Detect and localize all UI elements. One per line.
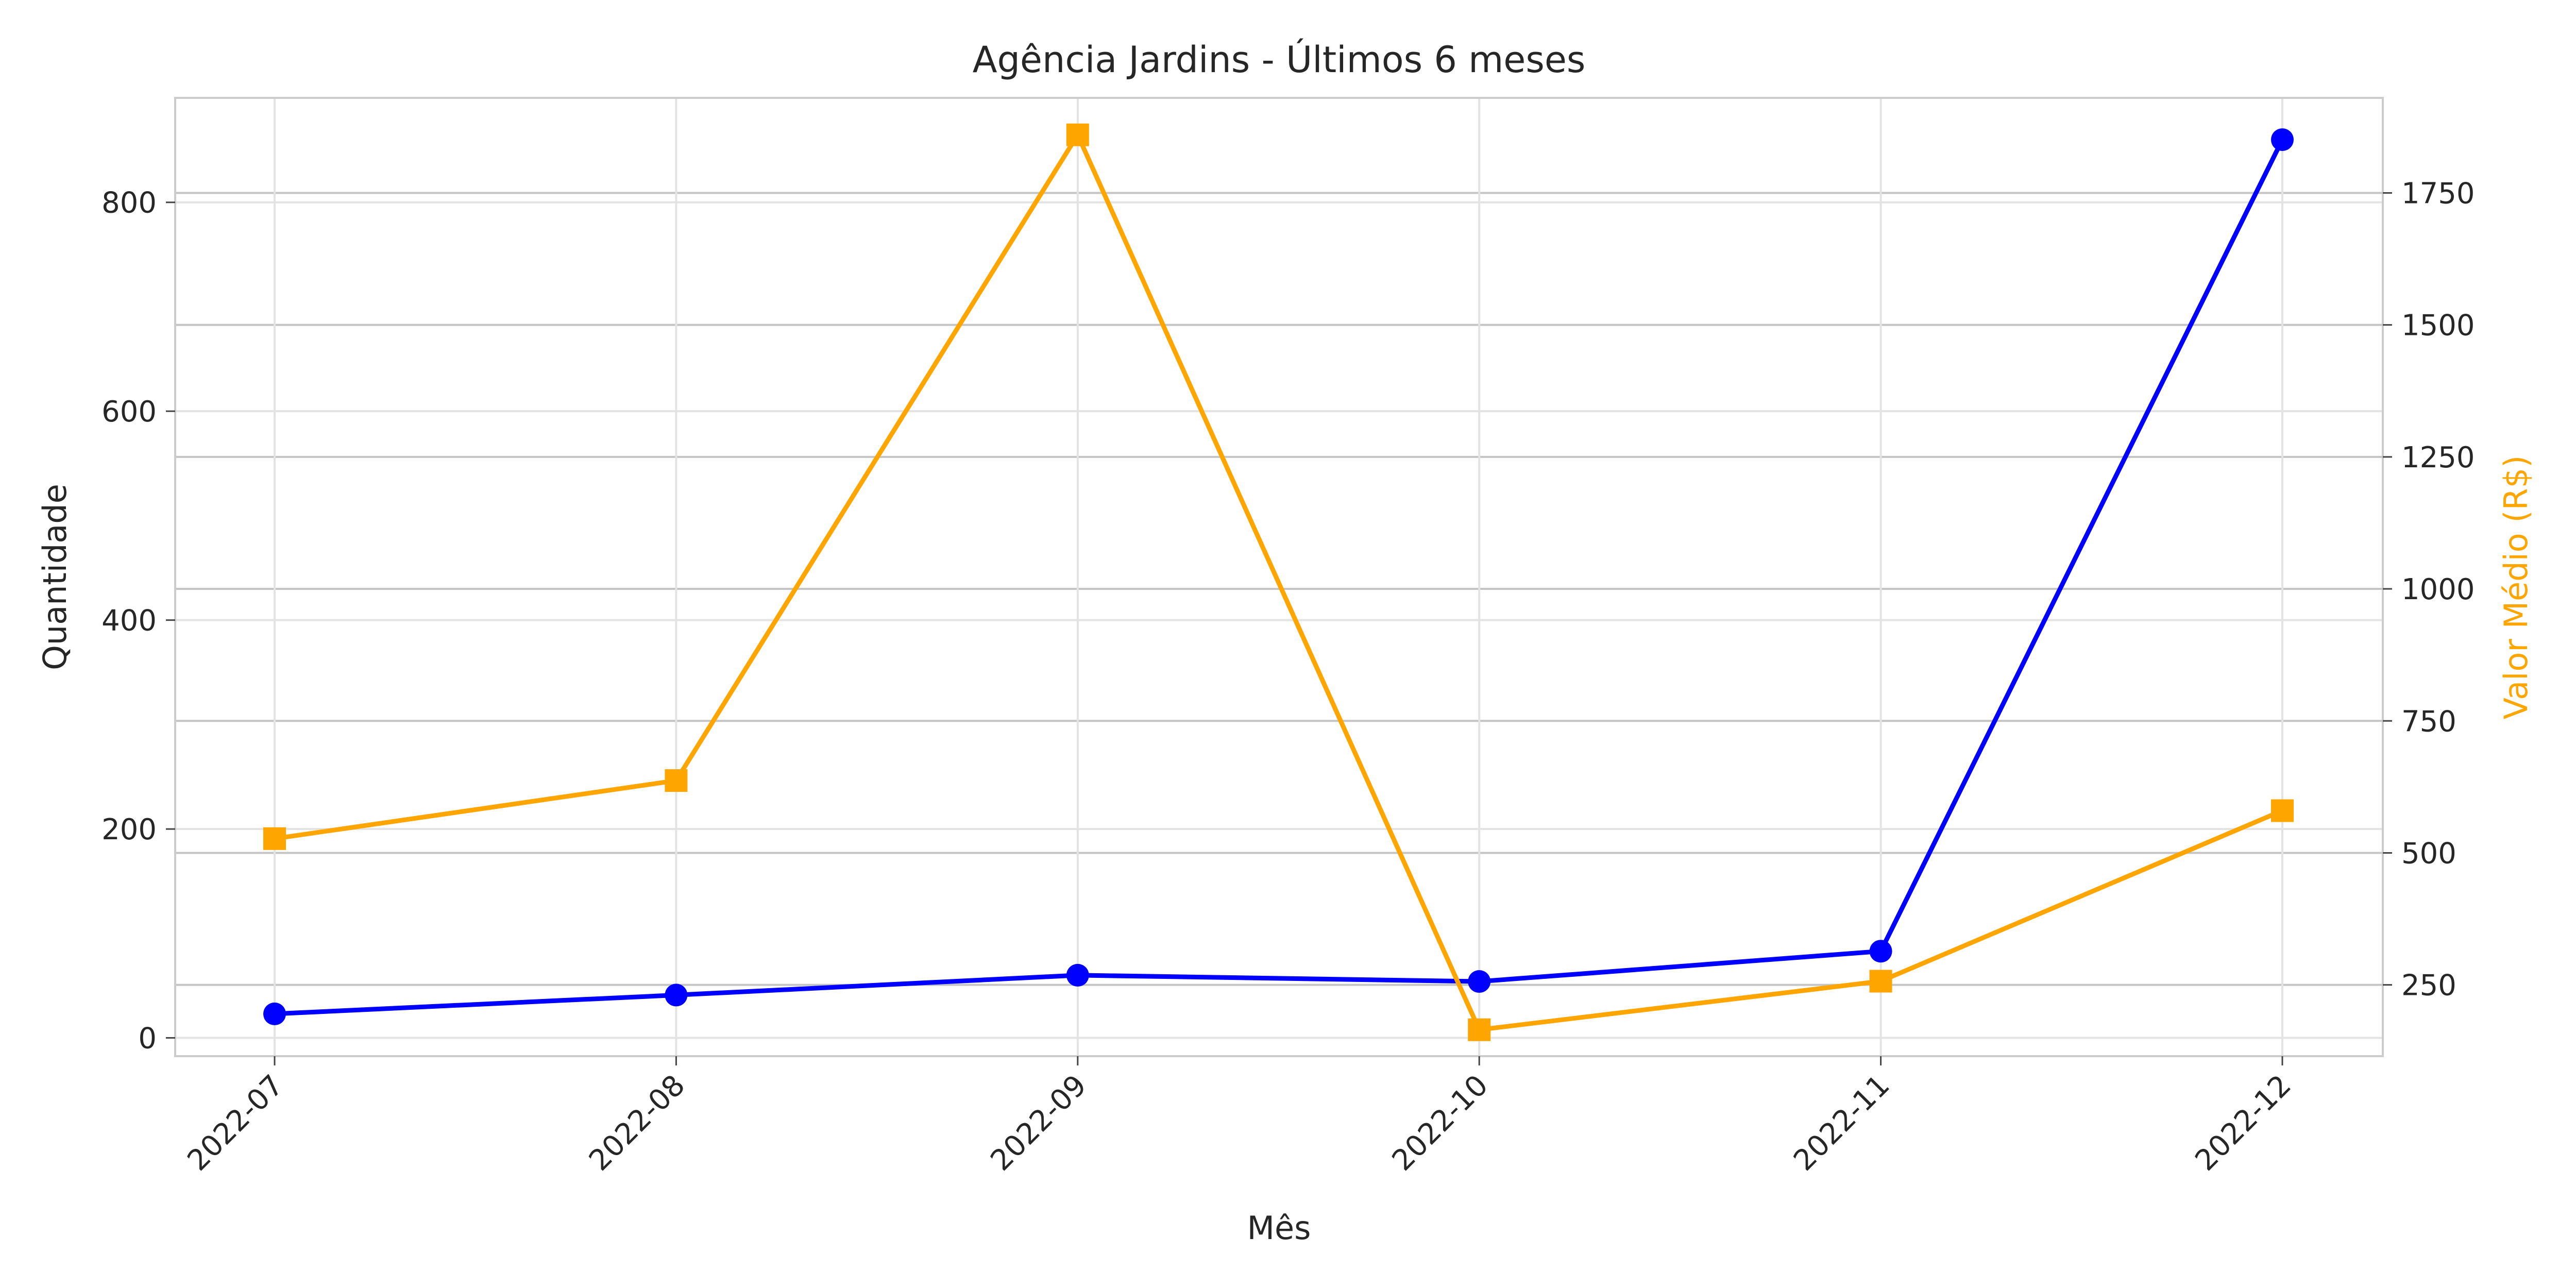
series-2-point xyxy=(263,827,286,850)
left-axis-label: Quantidade xyxy=(36,484,74,670)
left-grid xyxy=(175,201,2383,1039)
right-tick-label: 1250 xyxy=(2401,441,2475,474)
series-1-point xyxy=(665,984,688,1007)
right-grid xyxy=(175,192,2383,986)
left-tick-label: 800 xyxy=(101,187,157,220)
left-tick-label: 200 xyxy=(101,813,157,846)
chart-title: Agência Jardins - Últimos 6 meses xyxy=(973,39,1586,81)
series-1-point xyxy=(1066,963,1089,987)
right-tick-label: 1000 xyxy=(2401,573,2475,606)
series-2-point xyxy=(1468,1018,1491,1041)
series-2-point xyxy=(665,769,688,792)
plot-frame xyxy=(174,97,2384,1057)
series-line-2 xyxy=(272,132,2285,1032)
right-axis-ticks: 250 500 750 1000 1250 1500 1750 xyxy=(2383,177,2475,1003)
series-1-point xyxy=(1468,970,1491,993)
series-2-point xyxy=(1066,123,1089,146)
series-1-point xyxy=(2271,128,2294,151)
left-axis-ticks: 0 200 400 600 800 xyxy=(101,187,175,1056)
left-tick-label: 600 xyxy=(101,395,157,429)
x-axis-label: Mês xyxy=(1247,1209,1311,1247)
right-tick-label: 750 xyxy=(2401,705,2456,738)
right-tick-label: 1750 xyxy=(2401,177,2475,210)
right-tick-label: 500 xyxy=(2401,837,2456,870)
right-tick-label: 1500 xyxy=(2401,309,2475,343)
series-1-point xyxy=(263,1002,286,1025)
series-1-point xyxy=(1869,940,1892,963)
series-layer xyxy=(263,123,2294,1041)
x-grid xyxy=(274,98,2283,1056)
left-tick-label: 0 xyxy=(138,1022,157,1056)
series-line-1 xyxy=(272,137,2285,1016)
left-tick-label: 400 xyxy=(101,604,157,638)
right-axis-label: Valor Médio (R$) xyxy=(2497,455,2535,720)
series-2-point xyxy=(2271,799,2294,822)
right-tick-label: 250 xyxy=(2401,969,2456,1003)
series-2-point xyxy=(1869,970,1892,993)
